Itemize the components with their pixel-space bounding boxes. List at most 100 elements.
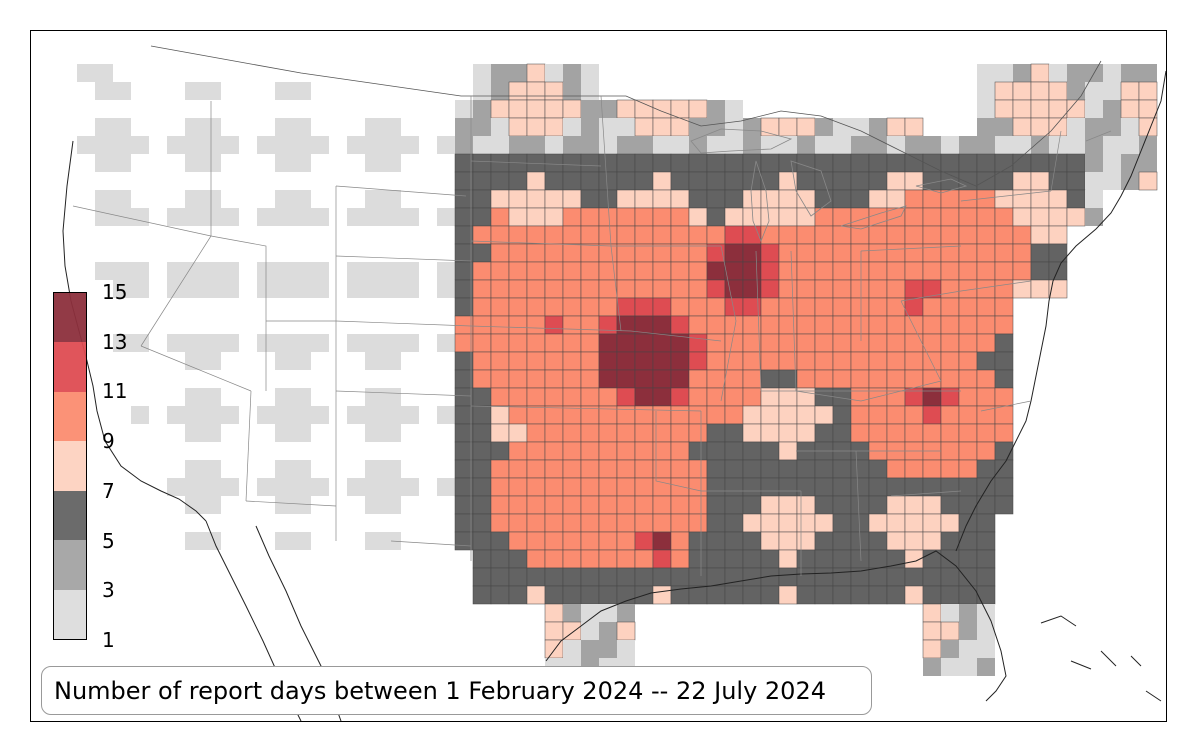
grid-cell <box>832 477 852 497</box>
grid-cell <box>814 261 834 281</box>
grid-cell <box>706 405 726 425</box>
grid-cell <box>688 567 708 587</box>
grid-cell <box>1012 99 1032 119</box>
grid-cell <box>616 459 636 479</box>
grid-cell <box>670 441 690 461</box>
colorbar-tick-11: 11 <box>102 379 128 404</box>
grid-cell <box>814 333 834 353</box>
grid-cell <box>1067 136 1085 154</box>
grid-cell <box>832 279 852 299</box>
grid-cell <box>832 351 852 371</box>
grid-cell <box>275 496 293 514</box>
grid-cell <box>796 243 816 263</box>
grid-cell <box>203 118 221 136</box>
grid-cell <box>814 585 834 605</box>
grid-cell <box>886 423 906 443</box>
grid-cell <box>670 315 690 335</box>
grid-cell <box>832 153 852 173</box>
grid-cell <box>616 351 636 371</box>
grid-cell <box>904 459 924 479</box>
grid-cell <box>598 351 618 371</box>
grid-cell <box>562 459 582 479</box>
grid-cell <box>706 351 726 371</box>
grid-cell <box>562 549 582 569</box>
grid-cell <box>95 64 113 82</box>
grid-cell <box>976 153 996 173</box>
grid-cell <box>688 153 708 173</box>
grid-cell <box>526 63 546 83</box>
grid-cell <box>742 369 762 389</box>
grid-cell <box>544 405 564 425</box>
grid-cell <box>472 423 492 443</box>
grid-cell <box>724 441 744 461</box>
grid-cell <box>1012 189 1032 209</box>
grid-cell <box>904 117 924 137</box>
grid-cell <box>526 171 546 191</box>
grid-cell <box>778 153 798 173</box>
grid-cell <box>508 171 528 191</box>
grid-cell <box>544 117 564 137</box>
grid-cell <box>634 405 654 425</box>
grid-cell <box>508 351 528 371</box>
grid-cell <box>95 262 113 280</box>
grid-cell <box>383 154 401 172</box>
grid-cell <box>652 567 672 587</box>
grid-cell <box>221 262 239 280</box>
grid-cell <box>526 117 546 137</box>
grid-cell <box>1138 81 1158 101</box>
grid-cell <box>508 189 528 209</box>
grid-cell <box>490 531 510 551</box>
grid-cell <box>634 477 654 497</box>
grid-cell <box>598 531 618 551</box>
grid-cell <box>472 495 492 515</box>
grid-cell <box>1049 64 1067 82</box>
grid-cell <box>706 459 726 479</box>
grid-cell <box>977 136 995 154</box>
grid-cell <box>1085 136 1103 154</box>
grid-cell <box>922 567 942 587</box>
grid-cell <box>616 297 636 317</box>
grid-cell <box>472 315 492 335</box>
grid-cell <box>526 567 546 587</box>
grid-cell <box>617 604 635 622</box>
grid-cell <box>634 225 654 245</box>
grid-cell <box>923 658 941 676</box>
grid-cell <box>796 567 816 587</box>
grid-cell <box>293 208 311 226</box>
grid-cell <box>562 189 582 209</box>
grid-cell <box>994 261 1014 281</box>
grid-cell <box>616 171 636 191</box>
grid-cell <box>868 333 888 353</box>
grid-cell <box>167 406 185 424</box>
grid-cell <box>976 351 996 371</box>
grid-cell <box>886 153 906 173</box>
grid-cell <box>527 136 545 154</box>
grid-cell <box>886 171 906 191</box>
grid-cell <box>868 225 888 245</box>
grid-cell <box>508 279 528 299</box>
grid-cell <box>634 207 654 227</box>
grid-cell <box>311 478 329 496</box>
grid-cell <box>977 82 995 100</box>
grid-cell <box>544 279 564 299</box>
grid-cell <box>131 280 149 298</box>
grid-cell <box>706 225 726 245</box>
grid-cell <box>742 423 762 443</box>
grid-cell <box>563 136 581 154</box>
grid-cell <box>616 513 636 533</box>
grid-cell <box>221 208 239 226</box>
grid-cell <box>994 243 1014 263</box>
grid-cell <box>616 477 636 497</box>
grid-cell <box>1012 117 1032 137</box>
grid-cell <box>904 333 924 353</box>
grid-cell <box>959 604 977 622</box>
grid-cell <box>994 207 1014 227</box>
grid-cell <box>311 208 329 226</box>
grid-cell <box>185 352 203 370</box>
grid-cell <box>940 279 960 299</box>
grid-cell <box>383 190 401 208</box>
grid-cell <box>796 207 816 227</box>
grid-cell <box>814 243 834 263</box>
lake-michigan <box>750 160 770 243</box>
grid-cell <box>580 153 600 173</box>
